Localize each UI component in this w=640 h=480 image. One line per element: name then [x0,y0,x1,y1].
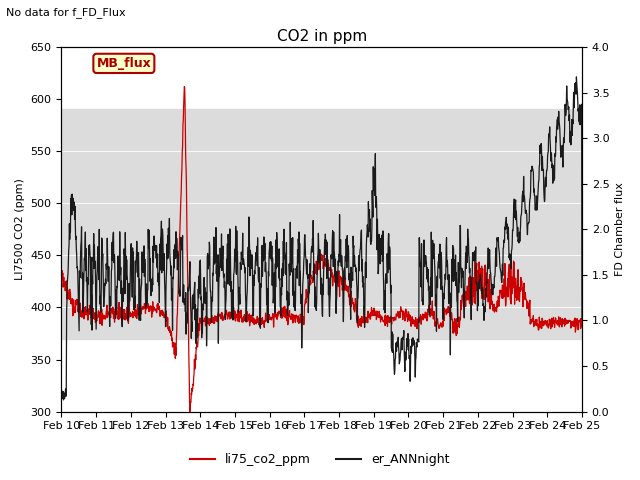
Y-axis label: LI7500 CO2 (ppm): LI7500 CO2 (ppm) [15,179,25,280]
Legend: li75_co2_ppm, er_ANNnight: li75_co2_ppm, er_ANNnight [186,448,454,471]
Text: No data for f_FD_Flux: No data for f_FD_Flux [6,7,126,18]
Y-axis label: FD Chamber flux: FD Chamber flux [615,182,625,276]
Bar [61,109,582,339]
Text: MB_flux: MB_flux [97,57,151,70]
Title: CO2 in ppm: CO2 in ppm [276,29,367,44]
